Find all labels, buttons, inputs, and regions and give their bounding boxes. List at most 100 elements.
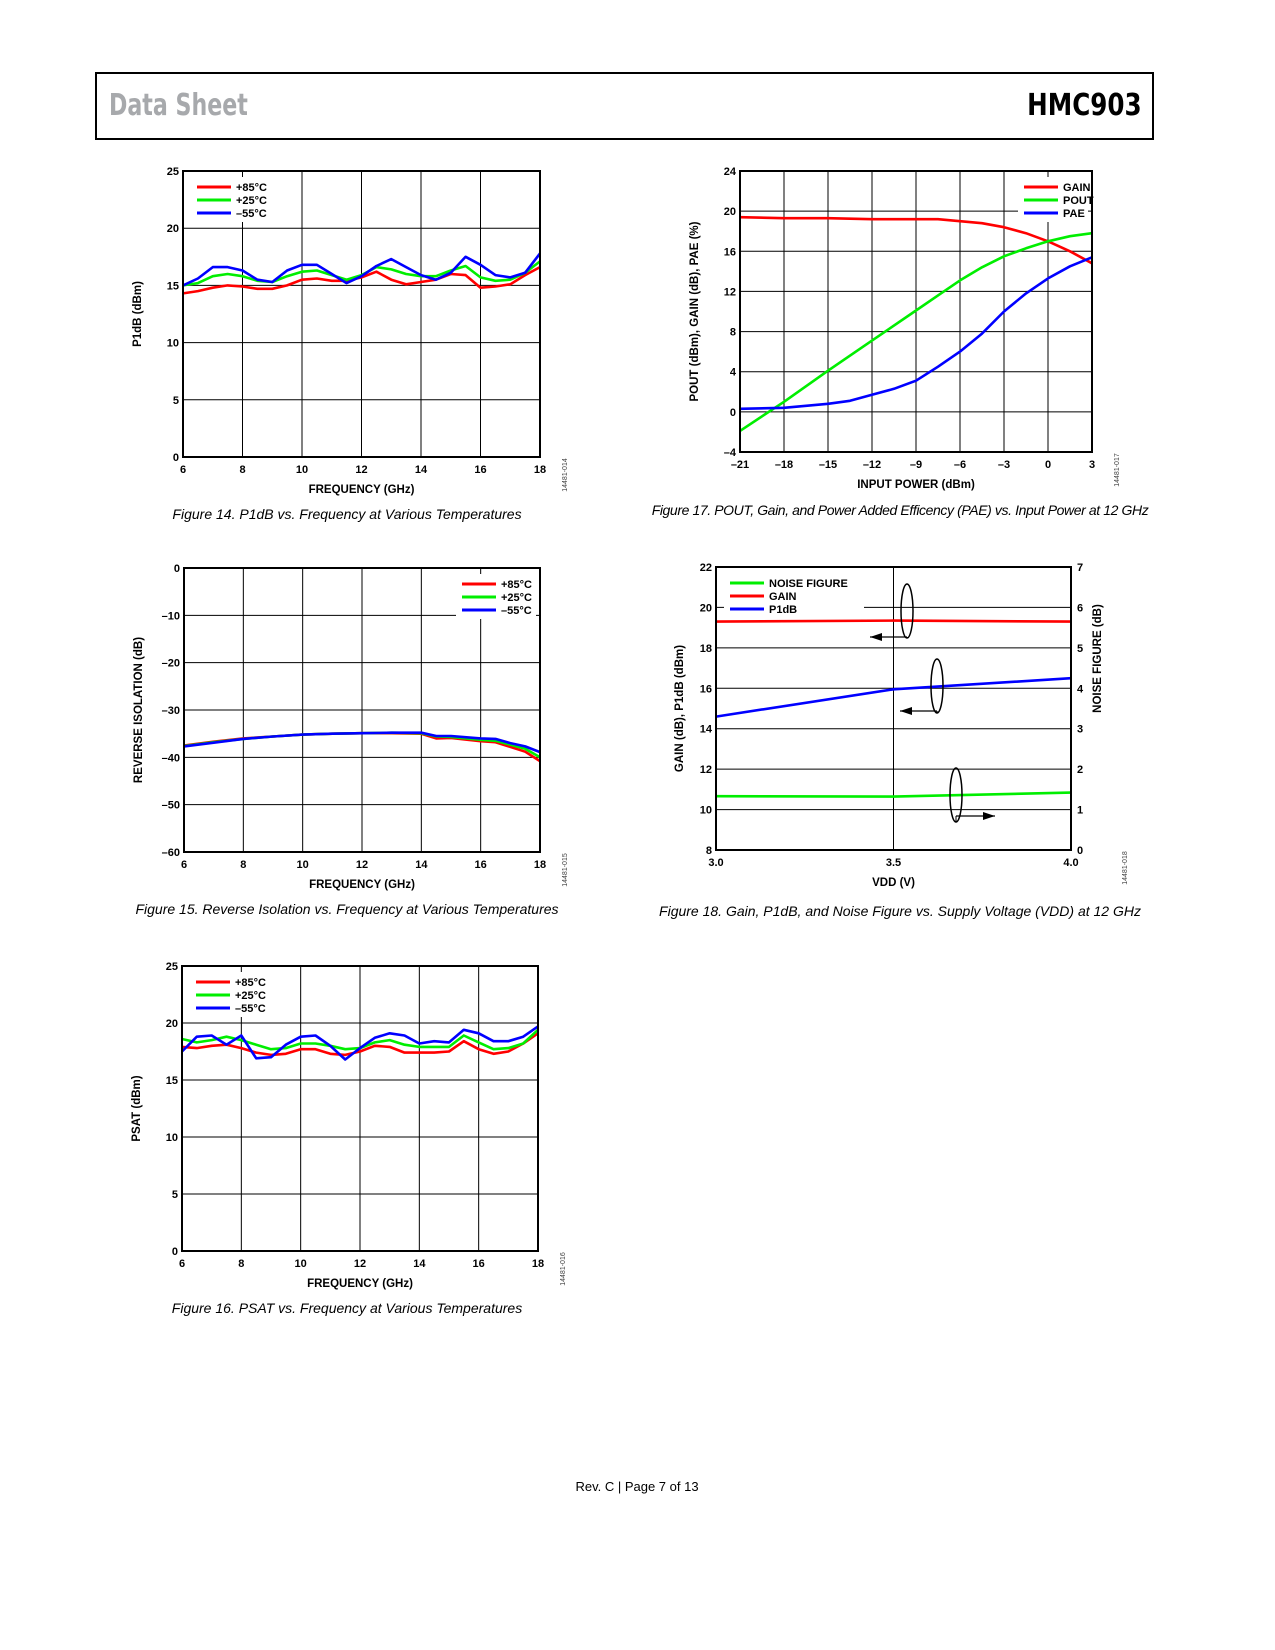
y-tick-label: 14	[700, 724, 713, 736]
y-axis-label: POUT (dBm), GAIN (dB), PAE (%)	[689, 221, 701, 401]
y2-tick-label: 2	[1077, 764, 1083, 776]
series-line-3	[182, 252, 542, 287]
x-tick-label: 6	[179, 1258, 185, 1270]
x-tick-label: 14	[415, 464, 428, 476]
x-tick-label: 18	[532, 1258, 544, 1270]
series-line-3	[715, 676, 1072, 718]
x-tick-label: 16	[474, 464, 486, 476]
y-tick-label: 20	[700, 602, 712, 614]
figure-code: 14481-014	[562, 458, 569, 492]
x-tick-label: 6	[180, 464, 186, 476]
figure-18-annotations	[870, 583, 995, 823]
legend-label: +25°C	[235, 990, 266, 1002]
y2-tick-label: 3	[1077, 724, 1083, 736]
y-tick-label: 8	[706, 845, 712, 857]
series-line-1	[715, 791, 1072, 798]
x-axis-label: FREQUENCY (GHz)	[309, 879, 415, 891]
x-tick-label: –12	[863, 459, 881, 471]
y-tick-label: 16	[700, 683, 712, 695]
x-tick-label: 12	[356, 859, 368, 871]
y-tick-label: 25	[167, 166, 179, 178]
x-tick-label: 8	[240, 859, 246, 871]
figure-14-caption: Figure 14. P1dB vs. Frequency at Various…	[172, 506, 522, 522]
series-line-3	[183, 731, 541, 754]
chart-1: 6 8 10 12 14 16 18 0 5 10 15 20 25 FREQUENCY (GHz) P1d…	[132, 166, 569, 496]
y-tick-label: 5	[172, 1189, 178, 1201]
y-tick-label: 0	[730, 407, 736, 419]
x-tick-label: 8	[238, 1258, 244, 1270]
plot-frame	[183, 567, 541, 853]
plot-frame	[181, 965, 539, 1252]
x-tick-label: 12	[355, 464, 367, 476]
legend-label: GAIN	[769, 591, 797, 603]
y-tick-label: 0	[173, 452, 179, 464]
legend-label: P1dB	[769, 604, 797, 616]
chart-2: 6 8 10 12 14 16 18 –60 –50 –40 –30 –20 –10 0 FREQUENCY…	[133, 563, 569, 891]
x-tick-label: –9	[910, 459, 922, 471]
y-tick-label: 20	[166, 1018, 178, 1030]
y2-tick-label: 6	[1077, 602, 1083, 614]
y-tick-label: –4	[724, 447, 737, 459]
series-line-3	[739, 256, 1093, 411]
arrow-left-icon	[870, 633, 882, 641]
x-tick-label: 3.5	[886, 857, 901, 869]
y-tick-label: 18	[700, 643, 712, 655]
arrow-right-icon	[983, 812, 995, 820]
page-footer: Rev. C | Page 7 of 13	[575, 1479, 699, 1494]
page-header: Data Sheet HMC903	[95, 72, 1154, 140]
y2-tick-label: 1	[1077, 805, 1083, 817]
series-line-1	[181, 1032, 539, 1057]
x-tick-label: 14	[413, 1258, 426, 1270]
x-tick-label: 16	[473, 1258, 485, 1270]
x-tick-label: 10	[296, 464, 308, 476]
series-line-2	[739, 231, 1093, 432]
x-tick-label: 3.0	[708, 857, 723, 869]
figure-16-caption: Figure 16. PSAT vs. Frequency at Various…	[171, 1300, 523, 1316]
y-tick-label: –20	[162, 658, 180, 670]
annotation-ellipse	[900, 583, 914, 639]
legend-label: +25°C	[501, 592, 532, 604]
y-tick-label: –50	[162, 800, 180, 812]
x-tick-label: 4.0	[1063, 857, 1078, 869]
header-doc-type: Data Sheet	[109, 88, 248, 123]
x-tick-label: 8	[239, 464, 245, 476]
y-axis-label: PSAT (dBm)	[131, 1075, 143, 1141]
legend-label: –55°C	[501, 605, 532, 617]
x-tick-label: –6	[954, 459, 966, 471]
legend-label: +85°C	[236, 182, 267, 194]
y-tick-label: –60	[162, 847, 180, 859]
y2-axis-label: NOISE FIGURE (dB)	[1092, 604, 1104, 713]
figure-code: 14481-016	[560, 1252, 567, 1286]
y-tick-label: 0	[174, 563, 180, 575]
figure-18-caption: Figure 18. Gain, P1dB, and Noise Figure …	[659, 903, 1141, 919]
figure-code: 14481-017	[1114, 453, 1121, 487]
x-tick-label: 10	[295, 1258, 307, 1270]
figure-code: 14481-015	[562, 853, 569, 887]
x-tick-label: 12	[354, 1258, 366, 1270]
figure-15-caption: Figure 15. Reverse Isolation vs. Frequen…	[135, 901, 559, 917]
x-axis-label: INPUT POWER (dBm)	[857, 479, 975, 491]
y2-tick-label: 0	[1077, 845, 1083, 857]
x-axis-label: FREQUENCY (GHz)	[307, 1278, 413, 1290]
series-line-2	[715, 619, 1072, 623]
legend-label: +25°C	[236, 195, 267, 207]
legend-label: +85°C	[235, 977, 266, 989]
chart-4: –21 –18 –15 –12 –9 –6 –3 0 3 –4 0 4 8 12 16 20 24 INPUT P…	[689, 166, 1121, 491]
y-tick-label: –10	[162, 610, 180, 622]
legend-label: PAE	[1063, 208, 1085, 220]
x-tick-label: –18	[775, 459, 793, 471]
y-tick-label: 12	[724, 286, 736, 298]
y2-tick-label: 5	[1077, 643, 1083, 655]
y-tick-label: 10	[700, 805, 712, 817]
x-tick-label: 14	[415, 859, 428, 871]
y-tick-label: 16	[724, 246, 736, 258]
x-tick-label: 6	[181, 859, 187, 871]
plot-frame	[739, 170, 1093, 453]
y-tick-label: 22	[700, 562, 712, 574]
y-tick-label: 20	[724, 206, 736, 218]
y-tick-label: 12	[700, 764, 712, 776]
y-axis-label: REVERSE ISOLATION (dB)	[133, 637, 145, 783]
legend-label: POUT	[1063, 195, 1094, 207]
legend-label: GAIN	[1063, 182, 1091, 194]
